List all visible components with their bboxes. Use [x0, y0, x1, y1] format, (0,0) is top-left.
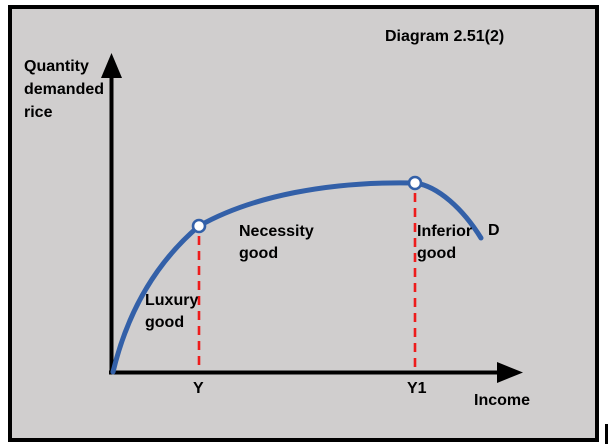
y-axis-label: Quantity demanded rice — [24, 58, 105, 121]
curve-label-d: D — [488, 222, 500, 239]
tick-label-y: Y — [193, 380, 204, 397]
region-label-luxury-good: Luxury good — [145, 292, 199, 331]
x-axis-arrow-icon — [497, 362, 523, 383]
marker-point-y — [191, 218, 207, 234]
demand-curve — [110, 180, 484, 375]
marker-point-y1 — [407, 175, 423, 191]
text-cursor-artifact — [605, 424, 608, 444]
region-label-necessity-good: Necessity good — [239, 223, 314, 262]
diagram-title: Diagram 2.51(2) — [385, 28, 505, 45]
y-axis-arrow-icon — [101, 53, 122, 78]
tick-label-y1: Y1 — [407, 380, 427, 397]
region-label-inferior-good: Inferior good — [417, 223, 473, 262]
x-axis-label: Income — [474, 392, 531, 409]
